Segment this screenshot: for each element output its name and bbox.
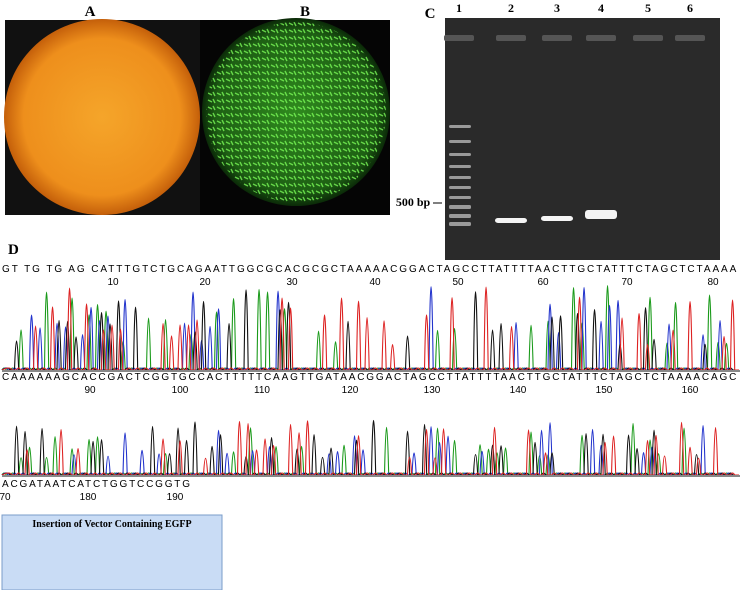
well	[444, 35, 474, 41]
sequence: GT TG TG AG CATTTGTCTGCAGAATTGGCGCACGCGC…	[2, 264, 737, 275]
trace	[1, 289, 737, 371]
ladder-band	[449, 140, 471, 143]
position: 110	[254, 385, 270, 396]
trace	[1, 420, 737, 476]
position: 90	[84, 385, 96, 396]
panel-label: D	[8, 242, 19, 258]
panel-label: B	[300, 4, 310, 20]
insertion-label: Insertion of Vector Containing EGFP	[32, 519, 191, 530]
position: 140	[510, 385, 527, 396]
lane-label: 1	[456, 1, 462, 15]
position: 80	[707, 277, 719, 288]
ladder-band	[449, 176, 471, 179]
position: 190	[167, 492, 184, 503]
position: 50	[452, 277, 464, 288]
ladder-band	[449, 165, 471, 168]
gel-image	[445, 18, 720, 260]
ladder-band	[449, 222, 471, 226]
trace	[1, 286, 735, 371]
well	[542, 35, 572, 41]
ladder-band	[449, 153, 471, 156]
lane-label: 5	[645, 1, 651, 15]
ladder-band	[449, 125, 471, 128]
trace	[1, 422, 733, 476]
size-marker: 500 bp	[396, 195, 431, 209]
position: 150	[596, 385, 613, 396]
ladder-band	[449, 186, 471, 189]
position: 20	[199, 277, 211, 288]
position: 70	[621, 277, 633, 288]
position: 180	[80, 492, 97, 503]
position: 70	[0, 492, 11, 503]
well	[675, 35, 705, 41]
trace	[1, 286, 739, 371]
lane-label: 3	[554, 1, 560, 15]
insertion-box	[1, 514, 223, 590]
fluorescence-cells	[206, 22, 386, 202]
panel-label: A	[85, 4, 96, 20]
position: 30	[286, 277, 298, 288]
well	[496, 35, 526, 41]
brightfield-image	[4, 19, 200, 215]
trace	[1, 420, 739, 476]
position: 130	[424, 385, 441, 396]
position: 160	[682, 385, 699, 396]
ladder-band	[449, 205, 471, 209]
position: 100	[172, 385, 189, 396]
ladder-band	[449, 196, 471, 199]
band	[541, 216, 573, 221]
panel-label: C	[425, 6, 436, 22]
position: 10	[107, 277, 119, 288]
sequence: CAAAAAAGCACCGACTCGGTGCCACTTTTTCAAGTTGATA…	[2, 372, 736, 383]
band	[495, 218, 527, 223]
position: 60	[537, 277, 549, 288]
position: 120	[342, 385, 359, 396]
band	[585, 210, 617, 219]
well	[586, 35, 616, 41]
trace	[1, 422, 735, 476]
well	[633, 35, 663, 41]
lane-label: 6	[687, 1, 693, 15]
position: 40	[369, 277, 381, 288]
ladder-band	[449, 214, 471, 218]
lane-label: 4	[598, 1, 604, 15]
sequence: ACGATAATCATCTGGTCCGGTG	[2, 479, 190, 490]
lane-label: 2	[508, 1, 514, 15]
